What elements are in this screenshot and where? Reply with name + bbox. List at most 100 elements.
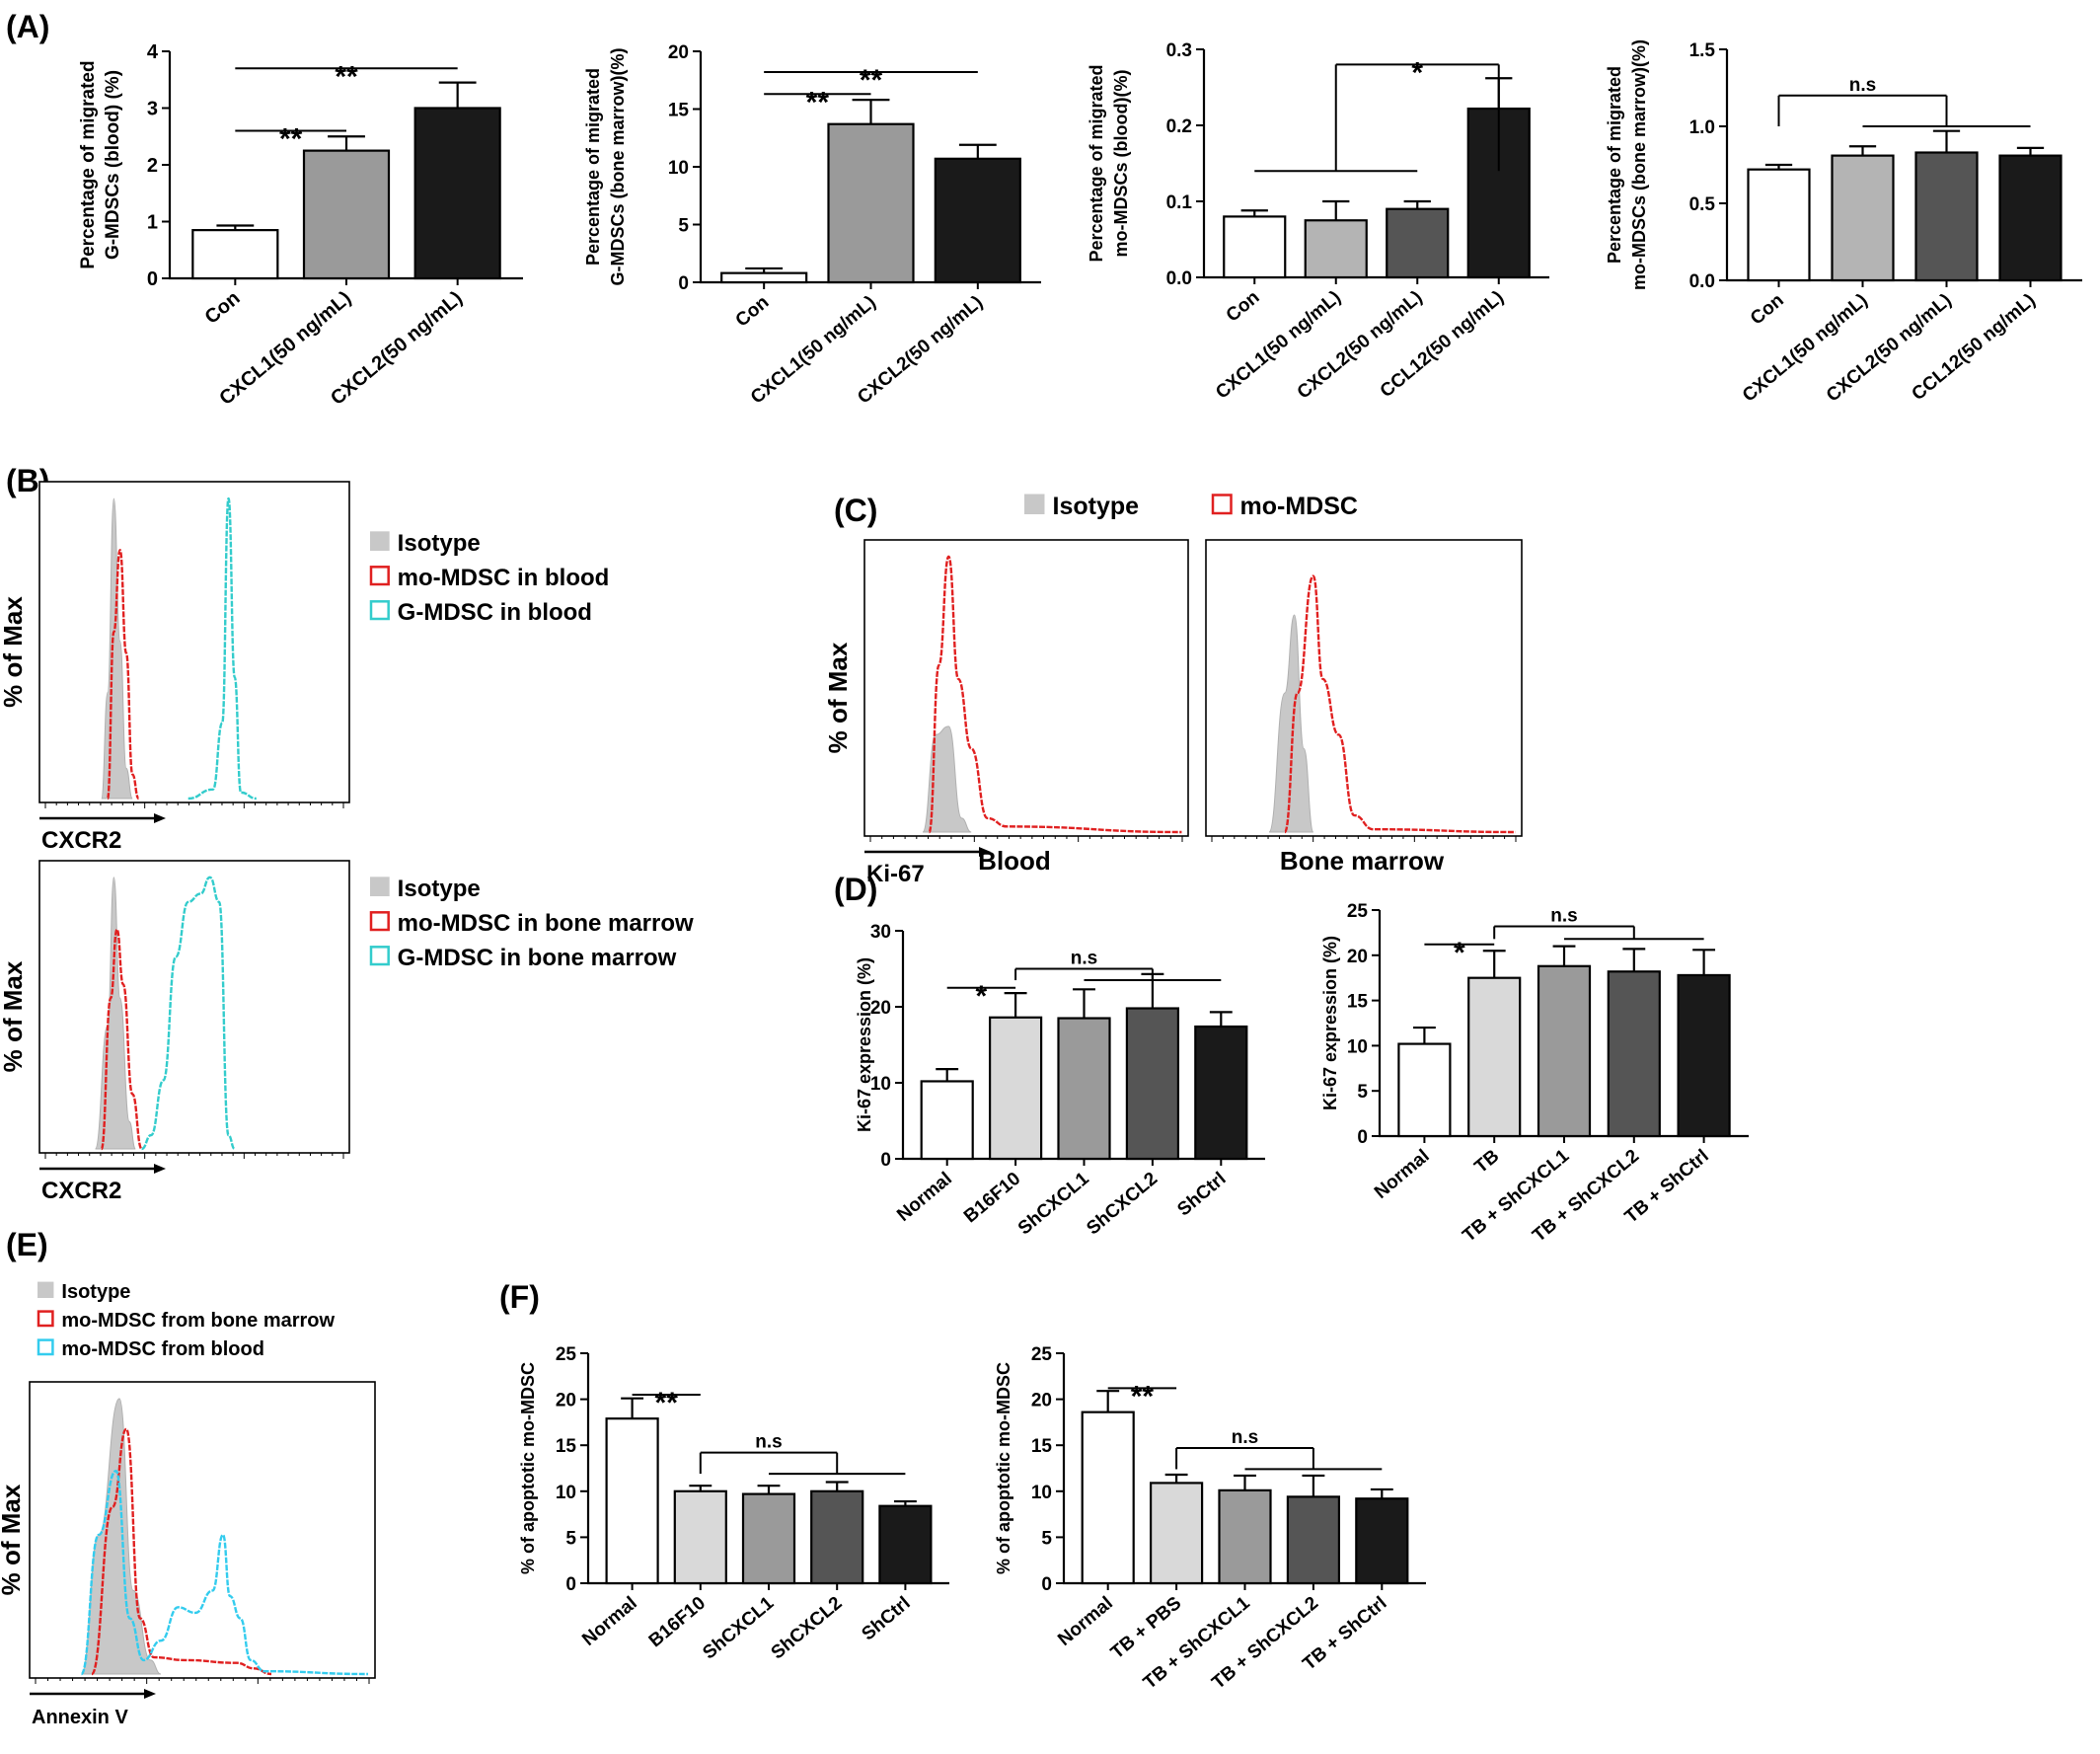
y-tick-label: 25	[556, 1344, 577, 1365]
y-axis-label: mo-MDSCs (bone marrow)(%)	[1629, 39, 1649, 290]
legend-label: mo-MDSC in bone marrow	[398, 910, 694, 937]
significance-label: *	[976, 980, 988, 1013]
y-tick-label: 20	[870, 998, 891, 1019]
y-tick-label: 15	[668, 101, 690, 121]
panel-label-a: (A)	[6, 9, 49, 44]
bar	[1397, 1042, 1452, 1138]
x-tick-label: Normal	[1371, 1146, 1434, 1203]
x-tick-label: Con	[732, 292, 774, 332]
y-axis-label: Ki-67 expression (%)	[855, 957, 874, 1132]
bar	[1355, 1497, 1409, 1585]
y-tick-label: 5	[565, 1528, 576, 1549]
y-axis-label: G-MDSCs (blood) (%)	[103, 70, 123, 260]
y-tick-label: 10	[1031, 1483, 1052, 1503]
y-axis-label: % of apoptotic mo-MDSC	[518, 1362, 538, 1574]
arrow-head-icon	[979, 847, 991, 857]
bar	[1125, 1007, 1180, 1161]
bar	[1537, 964, 1592, 1138]
bar	[827, 122, 915, 284]
bar	[741, 1492, 796, 1585]
y-tick-label: 0	[678, 273, 689, 294]
y-tick-label: 25	[1031, 1344, 1053, 1365]
y-axis-label: % of apoptotic mo-MDSC	[994, 1362, 1013, 1574]
y-axis-label: mo-MDSCs (blood)(%)	[1111, 70, 1131, 258]
x-tick-label: ShCXCL1	[1014, 1168, 1093, 1239]
y-tick-label: 0	[147, 268, 158, 290]
bar	[1149, 1482, 1204, 1585]
y-axis-label: Percentage of migrated	[583, 68, 603, 266]
bar	[1286, 1495, 1341, 1585]
legend-label: mo-MDSC from bone marrow	[61, 1310, 335, 1332]
legend-label: G-MDSC in bone marrow	[398, 945, 677, 971]
legend-label: mo-MDSC in blood	[398, 565, 610, 591]
y-tick-label: 0	[880, 1150, 891, 1171]
legend-swatch	[369, 911, 390, 932]
panel-label-d: (D)	[834, 872, 877, 907]
significance-label: **	[806, 86, 830, 118]
significance-label: **	[860, 64, 883, 97]
legend-swatch	[369, 946, 390, 966]
x-tick-label: B16F10	[960, 1169, 1024, 1228]
y-tick-label: 15	[1031, 1436, 1053, 1457]
histogram-b2: CXCR2 % of Max Isotype mo-MDSC in bone marr…	[0, 860, 694, 1204]
y-tick-label: 5	[678, 216, 689, 237]
x-tick-label: ShCXCL2	[1083, 1169, 1162, 1240]
y-tick-label: 1	[147, 212, 158, 234]
bar	[1677, 973, 1731, 1138]
bar	[1218, 1488, 1272, 1585]
bar-chart-a1: 0 1 2 3 4 Percentage of migrated G-MDSCs (bloo…	[78, 41, 523, 410]
significance-label: **	[335, 60, 358, 93]
legend-label: mo-MDSC from blood	[61, 1338, 264, 1360]
y-tick-label: 30	[870, 922, 891, 943]
x-tick-label: Con	[1747, 290, 1788, 330]
y-tick-label: 0.5	[1689, 194, 1716, 215]
x-tick-label: Normal	[578, 1593, 641, 1650]
x-tick-label: Normal	[893, 1169, 956, 1226]
histogram-b1: CXCR2 % of Max Isotype mo-MDSC in blood G-MD…	[0, 481, 610, 854]
population-histogram	[90, 1427, 272, 1676]
histogram-c2: Bone marrow	[1205, 539, 1523, 876]
x-tick-label: ShCtrl	[858, 1593, 914, 1645]
isotype-histogram	[101, 497, 133, 800]
histogram-caption: Blood	[978, 846, 1051, 876]
bar	[302, 149, 391, 280]
bar	[1304, 219, 1368, 279]
y-tick-label: 10	[1347, 1036, 1368, 1057]
bar	[920, 1080, 974, 1161]
bar	[1194, 1025, 1248, 1161]
histogram-e1: Annexin V % of Max Isotype mo-MDSC from bon…	[0, 1281, 376, 1728]
y-tick-label: 10	[668, 158, 689, 179]
x-axis-label: Annexin V	[32, 1707, 128, 1728]
y-tick-label: 20	[1347, 947, 1368, 967]
significance-label: n.s	[1849, 75, 1876, 96]
histogram-frame	[29, 1381, 376, 1679]
y-tick-label: 10	[556, 1483, 576, 1503]
panel-label-c: (C)	[834, 493, 877, 528]
histogram-frame	[1205, 539, 1523, 837]
y-tick-label: 20	[1031, 1391, 1052, 1411]
x-tick-label: ShCXCL2	[768, 1593, 847, 1664]
x-tick-label: ShCXCL1	[699, 1592, 778, 1663]
population-histogram	[106, 549, 140, 801]
y-axis-label: % of Max	[0, 1484, 26, 1595]
y-axis-label: % of Max	[823, 642, 853, 753]
y-tick-label: 2	[147, 155, 158, 177]
x-tick-label: Normal	[1054, 1593, 1117, 1650]
bar	[1831, 154, 1895, 282]
bar-chart-f1: 0 5 10 15 20 25 % of apoptotic mo-MDSC Normal B1…	[518, 1344, 949, 1663]
significance-label: n.s	[1071, 949, 1097, 969]
bar	[1747, 168, 1811, 282]
significance-label: n.s	[1232, 1427, 1258, 1448]
x-tick-label: Con	[1223, 287, 1264, 327]
y-tick-label: 3	[147, 99, 158, 120]
bar	[1914, 151, 1979, 282]
legend-swatch	[369, 600, 390, 621]
y-axis-label: G-MDSCs (bone marrow)(%)	[608, 47, 628, 285]
bar	[934, 157, 1021, 284]
bar	[720, 271, 808, 284]
y-tick-label: 1.0	[1689, 117, 1715, 138]
y-axis-label: Ki-67 expression (%)	[1320, 936, 1340, 1110]
